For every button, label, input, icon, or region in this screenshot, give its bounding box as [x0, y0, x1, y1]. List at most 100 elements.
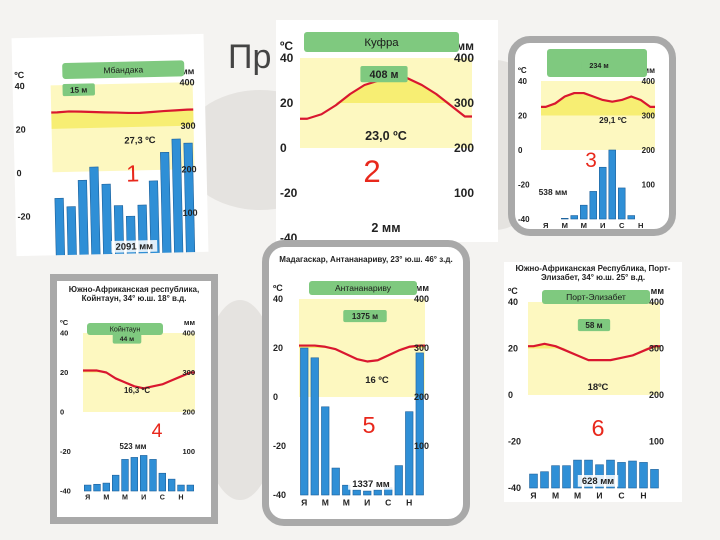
city-label: Койнтаун [110, 325, 141, 333]
precipitation-bar [618, 187, 626, 220]
precipitation-bar [160, 151, 172, 257]
precipitation-bar [363, 490, 372, 496]
precipitation-tick-label: 400 [179, 77, 194, 87]
precipitation-tick-label: 200 [182, 408, 195, 417]
temperature-line [299, 344, 425, 363]
city-label: Мбандака [103, 64, 143, 75]
total-precipitation-box [577, 475, 619, 487]
month-label: М [562, 221, 568, 229]
month-label: И [364, 497, 370, 507]
precipitation-bar [130, 457, 138, 492]
total-precipitation-box [534, 187, 572, 198]
chart-subtitle: Мадагаскар, Антананариву, 23° ю.ш. 46° з… [279, 255, 453, 264]
precipitation-bar [89, 166, 101, 257]
month-label: М [552, 490, 559, 500]
precipitation-bar [573, 459, 582, 489]
precipitation-bar [608, 149, 616, 220]
precipitation-bar [405, 411, 414, 496]
temperature-tick-label: -20 [17, 211, 30, 221]
precipitation-bar [639, 462, 648, 489]
precipitation-bar [84, 484, 92, 492]
month-label: Я [301, 497, 307, 507]
temperature-tick-label: 0 [17, 168, 22, 178]
month-label: И [596, 490, 602, 500]
precipitation-tick-label: 300 [414, 343, 429, 353]
slide-title: Пр [228, 38, 272, 76]
temperature-tick-label: 0 [60, 408, 64, 417]
precipitation-bar [628, 460, 637, 489]
month-label: С [619, 221, 625, 229]
precipitation-bar [171, 138, 184, 257]
precipitation-tick-label: 400 [182, 329, 195, 338]
altitude-label: 15 м [70, 86, 87, 95]
precipitation-bar [183, 142, 196, 257]
month-label: Я [543, 221, 548, 229]
precipitation-bar [148, 180, 160, 257]
temperature-tick-label: -40 [273, 490, 286, 500]
temperature-line [528, 342, 660, 362]
precipitation-bar [617, 462, 626, 489]
month-label: Я [85, 494, 90, 502]
month-label: М [103, 494, 109, 502]
temperature-tick-label: -20 [60, 447, 71, 456]
precipitation-tick-label: 300 [180, 121, 195, 131]
total-precipitation-box [348, 478, 394, 490]
total-precipitation-box [115, 441, 151, 452]
precipitation-bar [561, 218, 569, 220]
precipitation-unit: мм [184, 318, 196, 327]
month-label: Я [530, 490, 536, 500]
total-precipitation-label: 2091 мм [115, 241, 153, 253]
precipitation-bar [77, 179, 89, 257]
month-label: Н [406, 497, 412, 507]
altitude-badge [343, 310, 387, 323]
month-label: С [160, 494, 165, 502]
total-precipitation-label: 628 мм [582, 476, 614, 487]
temperature-tick-label: -40 [508, 483, 521, 493]
city-label-box [87, 323, 163, 335]
city-label: Порт-Элизабет [566, 292, 626, 302]
precipitation-tick-label: 400 [642, 77, 656, 86]
precipitation-bar [310, 357, 319, 496]
temperature-tick-label: 40 [508, 297, 518, 307]
temperature-line [83, 369, 195, 390]
temperature-tick-label: 20 [508, 344, 518, 354]
climate-chart-5: Мадагаскар, Антананариву, 23° ю.ш. 46° з… [262, 240, 470, 526]
precipitation-bar [112, 474, 120, 492]
precipitation-bar [627, 215, 635, 220]
temperature-line [541, 91, 655, 108]
temperature-band [51, 109, 194, 129]
chart-subtitle: Южно-Африканская Республика, Порт-Элизаб… [515, 264, 671, 282]
precipitation-tick-label: 100 [454, 186, 474, 200]
precipitation-tick-label: 200 [414, 392, 429, 402]
altitude-label: 234 м [589, 61, 608, 70]
precipitation-unit: мм [181, 66, 195, 76]
precipitation-tick-label: 400 [649, 297, 664, 307]
precipitation-tick-label: 300 [454, 96, 474, 110]
precipitation-bar [415, 352, 424, 496]
temperature-band [300, 78, 472, 103]
precipitation-tick-label: 100 [642, 180, 656, 189]
precipitation-unit: мм [416, 283, 430, 293]
precipitation-bar [102, 482, 110, 492]
temperature-tick-label: 20 [16, 125, 26, 135]
total-precipitation-box [367, 220, 405, 236]
chart-number: 2 [363, 154, 380, 189]
city-label: Антананариву [335, 283, 392, 293]
precipitation-bar [650, 469, 659, 489]
precipitation-unit: мм [651, 286, 665, 296]
temperature-tick-label: 40 [518, 77, 527, 86]
precipitation-bar [342, 484, 351, 496]
precipitation-bar [540, 471, 549, 489]
climate-chart-6: Южно-Африканская Республика, Порт-Элизаб… [504, 262, 682, 502]
temperature-tick-label: 20 [280, 96, 294, 110]
altitude-label: 408 м [369, 69, 398, 81]
city-label-box [542, 290, 650, 304]
month-label: М [343, 497, 350, 507]
temperature-tick-label: 40 [15, 81, 25, 91]
temperature-unit: ºC [273, 283, 283, 293]
precipitation-unit: мм [643, 66, 655, 75]
temperature-tick-label: -40 [18, 255, 31, 256]
precipitation-tick-label: 200 [454, 141, 474, 155]
